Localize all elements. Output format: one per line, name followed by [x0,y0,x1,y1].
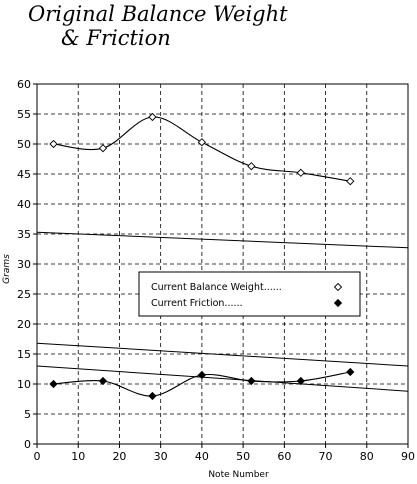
series-2 [49,367,355,401]
y-tick-label: 40 [17,198,31,211]
data-point [98,376,108,386]
data-point [49,139,58,149]
y-tick-label: 25 [17,288,31,301]
y-tick-label: 5 [24,408,31,421]
data-point [197,138,207,147]
y-tick-label: 0 [24,438,31,451]
y-axis-label: Grams [2,254,12,284]
data-point [49,379,58,389]
y-tick-label: 30 [17,258,31,271]
data-point [197,370,207,380]
y-tick-label: 45 [17,168,31,181]
x-tick-label: 30 [154,450,168,463]
data-point [148,112,157,122]
x-tick-label: 40 [195,450,209,463]
data-point [247,162,256,171]
reference-line [36,342,409,367]
data-point [98,144,108,153]
x-tick-label: 70 [319,450,333,463]
data-point [296,168,305,177]
y-tick-label: 35 [17,228,31,241]
data-point [296,376,305,386]
x-tick-label: 90 [401,450,415,463]
x-tick-label: 0 [34,450,41,463]
x-tick-label: 60 [277,450,291,463]
data-point [346,367,355,377]
legend: Current Balance Weight...... Current Fric… [138,271,361,317]
x-tick-label: 10 [71,450,85,463]
y-tick-label: 60 [17,78,31,91]
y-tick-label: 50 [17,138,31,151]
data-point [148,391,157,401]
legend-label: Current Friction...... [151,298,243,309]
y-tick-label: 55 [17,108,31,121]
x-tick-label: 20 [112,450,126,463]
chart-title-line-2: & Friction [61,26,171,50]
chart-title: Original Balance Weight & Friction [28,2,288,50]
series-1 [49,112,355,186]
legend-label: Current Balance Weight...... [151,282,282,293]
reference-line [36,365,409,392]
y-tick-label: 10 [17,378,31,391]
y-tick-label: 20 [17,318,31,331]
reference-line [36,231,409,249]
x-tick-label: 50 [236,450,250,463]
legend-marker [333,298,343,308]
data-point [247,376,256,386]
x-axis-label: Note Number [208,470,269,480]
y-tick-label: 15 [17,348,31,361]
x-tick-label: 80 [360,450,374,463]
legend-marker [333,282,343,292]
data-point [346,177,355,186]
chart-title-line-1: Original Balance Weight [28,2,288,26]
legend-box [138,271,361,317]
